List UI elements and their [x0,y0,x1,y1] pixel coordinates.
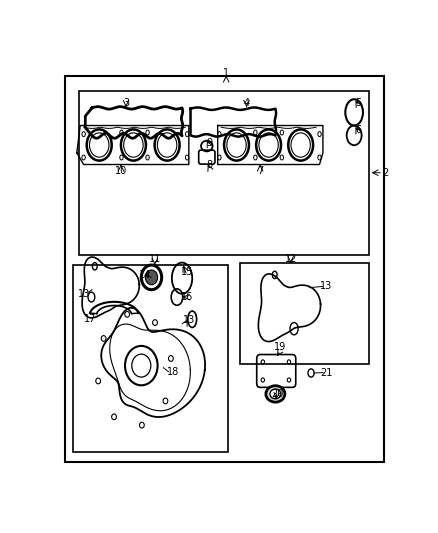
Text: 4: 4 [244,98,250,108]
Text: 9: 9 [206,138,212,148]
Text: 5: 5 [355,98,362,108]
Text: 10: 10 [115,166,127,176]
Text: 13: 13 [320,281,332,292]
Bar [78,91,369,255]
Text: 3: 3 [123,98,129,108]
Text: 16: 16 [181,292,193,302]
Text: 18: 18 [167,367,180,377]
Text: 11: 11 [149,254,161,264]
Text: 8: 8 [206,159,212,169]
Text: 13: 13 [78,289,90,299]
Text: 7: 7 [257,166,263,176]
Text: 13: 13 [183,316,195,326]
Text: 14: 14 [138,270,151,280]
Text: 6: 6 [356,125,362,135]
Text: 1: 1 [223,68,229,78]
Text: 20: 20 [271,389,283,399]
Bar [240,263,369,364]
Bar [74,265,228,452]
Ellipse shape [145,270,158,285]
Ellipse shape [266,386,285,402]
Text: 17: 17 [84,314,96,324]
Text: 21: 21 [320,368,332,377]
Text: 12: 12 [284,254,297,264]
Text: 19: 19 [274,342,286,352]
Ellipse shape [270,389,281,399]
Text: 15: 15 [181,268,193,278]
Text: 2: 2 [382,168,389,177]
